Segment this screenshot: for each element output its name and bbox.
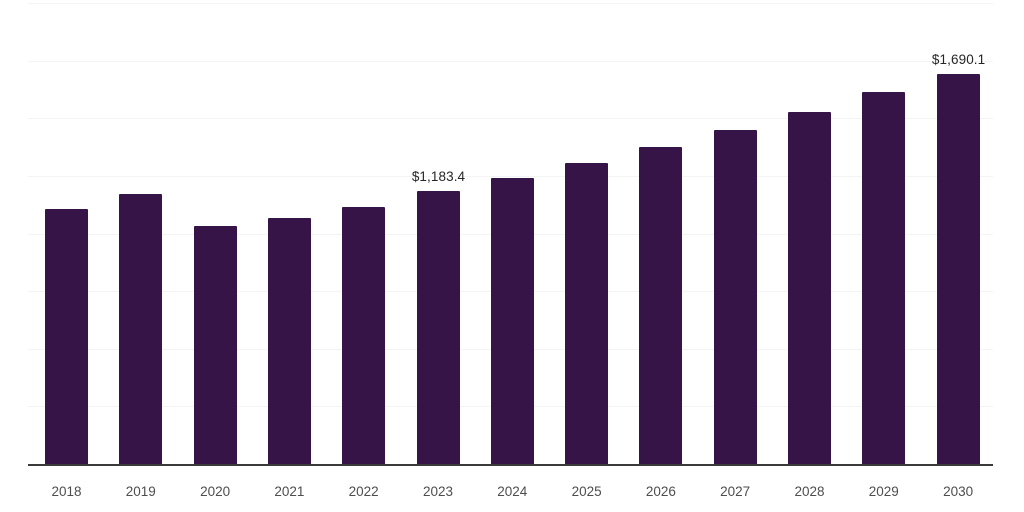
gridline-1750 xyxy=(28,60,993,62)
bar-2026[interactable] xyxy=(639,147,683,464)
bar-2028[interactable] xyxy=(788,112,831,464)
x-axis-label-2023: 2023 xyxy=(422,484,454,499)
x-axis-label-2020: 2020 xyxy=(200,484,231,499)
x-axis-label-2027: 2027 xyxy=(720,484,751,499)
x-axis-label-2025: 2025 xyxy=(571,484,602,499)
bar-2025[interactable] xyxy=(565,163,609,464)
bar-value-label-2030: $1,690.1 xyxy=(931,52,986,68)
bar-2023[interactable] xyxy=(416,191,460,464)
bar-2022[interactable] xyxy=(342,207,386,464)
bar-2020[interactable] xyxy=(193,226,237,464)
bar-2024[interactable] xyxy=(490,178,534,464)
x-axis-label-2029: 2029 xyxy=(868,484,899,499)
gridline-1250 xyxy=(28,175,993,177)
gridline-2000 xyxy=(28,3,993,4)
bar-2029[interactable] xyxy=(862,92,906,464)
x-axis-label-2028: 2028 xyxy=(794,484,825,499)
bar-value-label-2023: $1,183.4 xyxy=(411,169,466,185)
x-axis-label-2024: 2024 xyxy=(497,484,528,499)
x-axis-line xyxy=(28,464,993,466)
bar-2019[interactable] xyxy=(119,194,163,464)
x-axis-label-2019: 2019 xyxy=(125,484,156,499)
x-axis-tick-labels: 2018 2019 2020 2021 2022 2023 2024 2025 2026 2027… xyxy=(0,478,1024,512)
bar-2030[interactable] xyxy=(936,74,980,464)
plot-area: $1,183.4 $1,690.1 xyxy=(45,52,986,464)
x-axis-label-2030: 2030 xyxy=(943,484,974,499)
gridline-1500 xyxy=(28,118,993,120)
x-axis-label-2021: 2021 xyxy=(274,484,305,499)
bar-2027[interactable] xyxy=(713,130,757,464)
x-axis-label-2026: 2026 xyxy=(645,484,676,499)
bar-2021[interactable] xyxy=(267,218,311,464)
x-axis-label-2018: 2018 xyxy=(51,484,82,499)
bar-2018[interactable] xyxy=(45,209,88,464)
x-axis-label-2022: 2022 xyxy=(348,484,379,499)
